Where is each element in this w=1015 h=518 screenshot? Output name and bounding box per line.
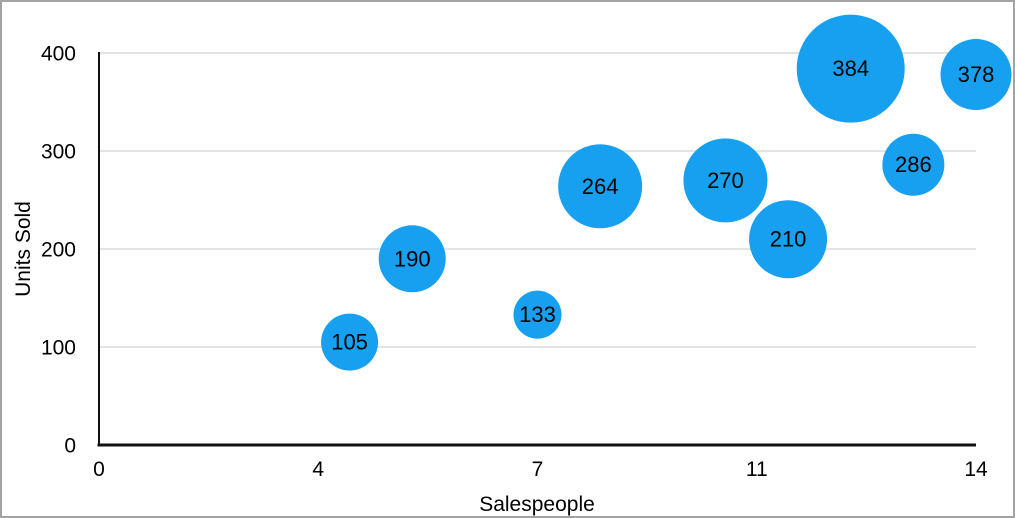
- bubble: [940, 39, 1012, 111]
- y-tick-label: 300: [41, 141, 76, 164]
- bubble: [683, 138, 768, 223]
- x-tick-label: 14: [964, 458, 988, 481]
- bubble: [513, 290, 562, 339]
- y-tick-label: 400: [41, 43, 76, 66]
- y-tick-label: 0: [64, 435, 76, 458]
- x-tick-label: 0: [93, 458, 105, 481]
- bubble: [378, 225, 446, 293]
- bubble: [796, 14, 905, 123]
- bubble: [882, 133, 945, 196]
- bubble-label: 384: [832, 56, 869, 81]
- y-tick-label: 100: [41, 337, 76, 360]
- y-tick-label: 200: [41, 239, 76, 262]
- bubble: [321, 313, 379, 371]
- bubble-label: 105: [331, 330, 368, 355]
- y-tick-labels: 0 100 200 300 400: [41, 43, 76, 458]
- x-axis-title: Salespeople: [479, 493, 595, 516]
- x-tick-labels: 0 4 7 11 14: [93, 458, 988, 481]
- bubble-label: 133: [519, 302, 556, 327]
- bubble-label: 264: [582, 174, 619, 199]
- y-axis-title: Units Sold: [12, 201, 35, 297]
- bubble: [558, 144, 643, 229]
- x-tick-label: 11: [746, 458, 768, 481]
- bubble-label: 378: [958, 62, 995, 87]
- x-tick-label: 7: [532, 458, 544, 481]
- bubble-label: 210: [770, 227, 807, 252]
- bubble-label: 270: [707, 168, 744, 193]
- bubble-label: 286: [895, 152, 932, 177]
- axes: [97, 52, 976, 447]
- bubbles: 105 190 133 264 270 210 384 286 378: [321, 14, 1012, 371]
- x-tick-label: 4: [312, 458, 324, 481]
- bubble-label: 190: [394, 246, 431, 271]
- bubble: [749, 200, 828, 279]
